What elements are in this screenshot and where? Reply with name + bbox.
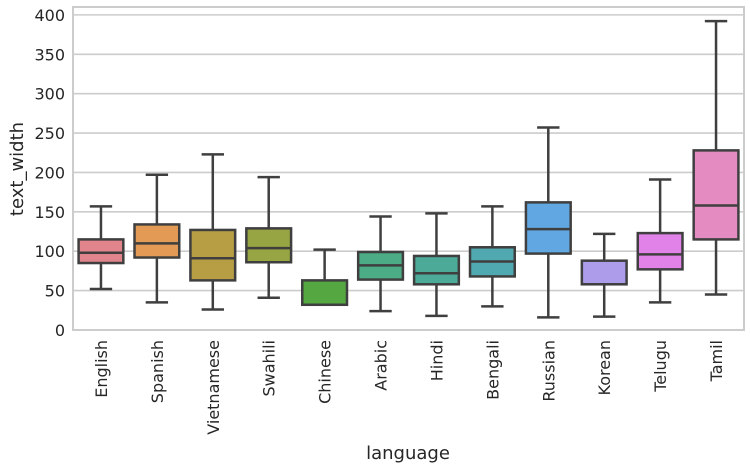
box-plot-series [77,19,740,319]
x-tick-label: Bengali [483,340,502,400]
axes: 0 50 100 150 200 250 300 350 400 English Spanish Vi… [34,6,745,435]
iqr-box [133,223,181,259]
iqr-box [245,227,293,264]
box-group-arabic [356,215,405,313]
box-group-vietnamese [189,153,237,311]
x-tick-label: Russian [539,340,558,402]
iqr-box [692,149,740,241]
box-group-korean [580,232,628,318]
iqr-box [580,259,628,286]
y-tick-label: 300 [34,85,65,104]
y-tick-label: 150 [34,203,65,222]
x-tick-label: Tamil [707,340,726,382]
x-tick-label: Swahili [260,340,279,397]
x-tick-label: Telugu [651,340,670,393]
x-tick-label: Spanish [148,340,167,403]
iqr-box [77,238,125,265]
y-tick-label: 50 [45,282,65,301]
box-group-english [77,205,125,291]
box-group-chinese [301,248,349,307]
plot-frame [72,6,745,331]
iqr-box [412,254,461,286]
iqr-box [301,279,349,307]
y-tick-label: 350 [34,45,65,64]
x-tick-label: English [92,340,111,398]
y-tick-label: 400 [34,6,65,25]
box-group-hindi [412,212,461,318]
y-tick-label: 200 [34,163,65,182]
x-axis-title: language [366,443,450,464]
box-group-telugu [636,178,684,304]
box-group-swahili [245,175,293,299]
x-tick-label: Hindi [427,340,446,381]
y-tick-label: 250 [34,124,65,143]
iqr-box [636,231,684,271]
y-axis-title: text_width [7,122,28,216]
y-tick-label: 100 [34,242,65,261]
iqr-box [189,228,237,282]
x-tick-label: Arabic [372,340,391,391]
box-group-bengali [468,205,516,308]
y-tick-label: 0 [55,321,65,340]
x-tick-label: Chinese [316,340,335,404]
box-group-tamil [692,19,740,296]
box-group-russian [524,126,572,319]
x-tick-label: Korean [595,340,614,396]
box-group-spanish [133,173,181,304]
x-tick-label: Vietnamese [204,340,223,435]
grid-lines [73,14,744,331]
